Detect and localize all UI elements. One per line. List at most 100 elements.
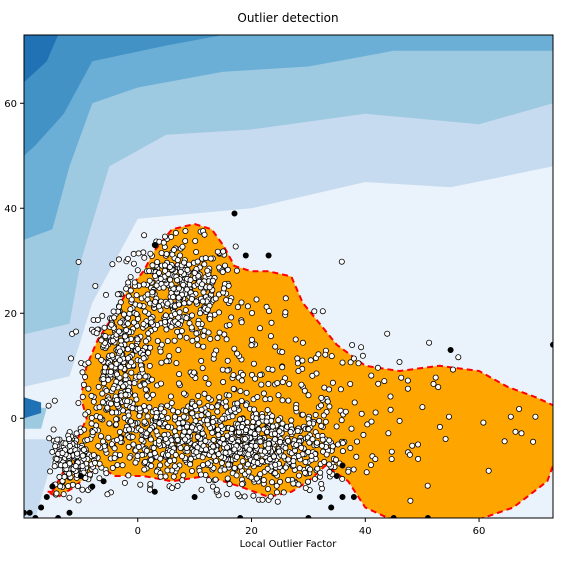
inlier-point <box>202 437 209 444</box>
inlier-point <box>148 376 155 383</box>
inlier-point <box>59 450 66 457</box>
inlier-point <box>175 285 182 292</box>
x-tick-label: 20 <box>245 526 258 537</box>
inlier-point <box>108 363 115 370</box>
inlier-point <box>179 243 186 250</box>
inlier-point <box>51 463 58 470</box>
inlier-point <box>404 377 411 384</box>
inlier-point <box>113 360 120 367</box>
inlier-point <box>133 396 140 403</box>
inlier-point <box>123 327 130 334</box>
inlier-point <box>248 309 255 316</box>
inlier-point <box>188 324 195 331</box>
inlier-point <box>507 413 514 420</box>
inlier-point <box>296 465 303 472</box>
inlier-point <box>396 417 403 424</box>
inlier-point <box>166 457 173 464</box>
inlier-point <box>182 436 189 443</box>
inlier-point <box>269 366 276 373</box>
inlier-point <box>125 412 132 419</box>
inlier-point <box>257 371 264 378</box>
inlier-point <box>282 444 289 451</box>
inlier-point <box>157 455 164 462</box>
inlier-point <box>276 478 283 485</box>
inlier-point <box>131 279 138 286</box>
inlier-point <box>74 483 81 490</box>
inlier-point <box>187 461 194 468</box>
inlier-point <box>347 359 354 366</box>
inlier-point <box>127 306 134 313</box>
inlier-point <box>98 433 105 440</box>
inlier-point <box>267 333 274 340</box>
inlier-point <box>128 359 135 366</box>
inlier-point <box>364 421 371 428</box>
inlier-point <box>372 409 379 416</box>
inlier-point <box>103 291 110 298</box>
inlier-point <box>251 431 258 438</box>
inlier-point <box>177 268 184 275</box>
inlier-point <box>199 454 206 461</box>
inlier-point <box>105 434 112 441</box>
inlier-point <box>242 435 249 442</box>
inlier-point <box>353 438 360 445</box>
inlier-point <box>172 229 179 236</box>
inlier-point <box>347 444 354 451</box>
inlier-point <box>424 482 431 489</box>
inlier-point <box>162 473 169 480</box>
inlier-point <box>53 456 60 463</box>
inlier-point <box>157 275 164 282</box>
inlier-point <box>99 399 106 406</box>
inlier-point <box>199 462 206 469</box>
inlier-point <box>201 231 208 238</box>
inlier-point <box>532 413 539 420</box>
inlier-point <box>414 441 421 448</box>
inlier-point <box>295 481 302 488</box>
inlier-point <box>62 462 69 469</box>
inlier-point <box>132 459 139 466</box>
inlier-point <box>435 384 442 391</box>
inlier-point <box>128 369 135 376</box>
inlier-point <box>224 475 231 482</box>
inlier-point <box>233 472 240 479</box>
inlier-point <box>326 468 333 475</box>
inlier-point <box>179 477 186 484</box>
inlier-point <box>56 473 63 480</box>
outlier-point <box>333 472 340 479</box>
inlier-point <box>153 282 160 289</box>
inlier-point <box>315 351 322 358</box>
contour-level-6 <box>24 35 224 156</box>
inlier-point <box>387 406 394 413</box>
inlier-point <box>257 471 264 478</box>
inlier-point <box>183 286 190 293</box>
outlier-point <box>339 493 346 500</box>
inlier-point <box>250 492 257 499</box>
inlier-point <box>108 400 115 407</box>
inlier-point <box>140 355 147 362</box>
inlier-point <box>108 321 115 328</box>
inlier-point <box>197 310 204 317</box>
inlier-point <box>147 480 154 487</box>
inlier-point <box>135 250 142 257</box>
inlier-point <box>279 364 286 371</box>
inlier-point <box>113 371 120 378</box>
inlier-point <box>387 393 394 400</box>
inlier-point <box>244 303 251 310</box>
inlier-point <box>442 435 449 442</box>
inlier-point <box>145 349 152 356</box>
inlier-point <box>406 451 413 458</box>
inlier-point <box>326 437 333 444</box>
inlier-point <box>198 406 205 413</box>
inlier-point <box>285 437 292 444</box>
inlier-point <box>280 489 287 496</box>
inlier-point <box>223 336 230 343</box>
inlier-point <box>251 406 258 413</box>
inlier-point <box>149 289 156 296</box>
inlier-point <box>117 452 124 459</box>
inlier-point <box>237 388 244 395</box>
inlier-point <box>125 472 132 479</box>
inlier-point <box>113 421 120 428</box>
inlier-point <box>342 408 349 415</box>
inlier-point <box>305 448 312 455</box>
inlier-point <box>187 276 194 283</box>
inlier-point <box>180 390 187 397</box>
